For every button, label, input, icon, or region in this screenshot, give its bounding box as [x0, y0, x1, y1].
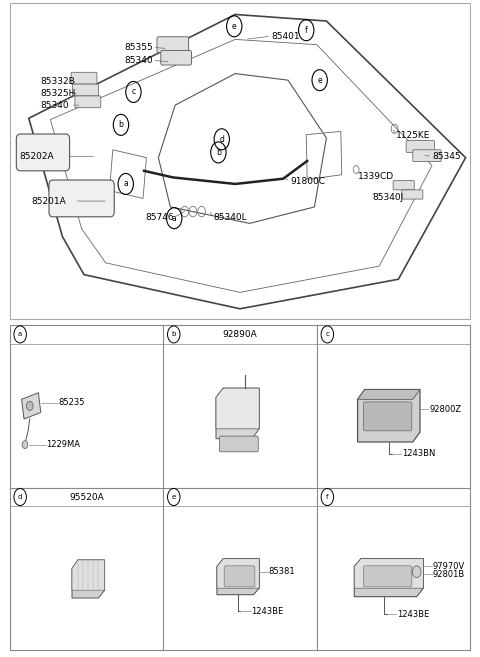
Text: 85355: 85355	[124, 43, 153, 52]
Circle shape	[22, 441, 28, 449]
FancyBboxPatch shape	[49, 180, 114, 217]
Polygon shape	[354, 558, 423, 588]
Text: 95520A: 95520A	[69, 493, 104, 501]
FancyBboxPatch shape	[75, 96, 101, 108]
Polygon shape	[358, 390, 420, 442]
Text: 85325H: 85325H	[41, 89, 76, 98]
Polygon shape	[358, 390, 420, 399]
FancyBboxPatch shape	[16, 134, 70, 171]
Text: 85401: 85401	[271, 32, 300, 41]
Text: a: a	[172, 214, 177, 223]
Text: b: b	[171, 331, 176, 338]
Text: 1229MA: 1229MA	[47, 440, 81, 449]
Text: 85235: 85235	[59, 398, 85, 407]
FancyBboxPatch shape	[402, 190, 423, 199]
Text: 85746: 85746	[145, 213, 174, 222]
Polygon shape	[72, 560, 105, 590]
FancyBboxPatch shape	[393, 181, 414, 190]
FancyBboxPatch shape	[10, 325, 470, 650]
Text: 85345: 85345	[432, 152, 461, 161]
FancyBboxPatch shape	[72, 84, 98, 96]
Circle shape	[26, 401, 33, 411]
Polygon shape	[22, 393, 41, 419]
Circle shape	[412, 566, 421, 578]
Text: 97970V: 97970V	[433, 562, 465, 571]
Text: a: a	[18, 331, 22, 338]
Text: c: c	[132, 87, 135, 97]
Text: e: e	[317, 76, 322, 85]
Polygon shape	[216, 388, 259, 429]
Text: 85201A: 85201A	[31, 196, 66, 206]
Text: 85340: 85340	[41, 101, 70, 110]
Text: 1125KE: 1125KE	[396, 131, 431, 140]
Text: 85340L: 85340L	[214, 213, 247, 222]
Text: c: c	[325, 331, 329, 338]
FancyBboxPatch shape	[157, 37, 189, 53]
Text: 85340: 85340	[124, 56, 153, 65]
Polygon shape	[354, 558, 423, 597]
Text: e: e	[172, 494, 176, 500]
Text: 92890A: 92890A	[223, 330, 257, 339]
FancyBboxPatch shape	[413, 150, 441, 162]
Text: 1243BE: 1243BE	[397, 610, 429, 619]
Polygon shape	[217, 558, 259, 588]
Polygon shape	[72, 560, 105, 598]
Text: 85340J: 85340J	[372, 193, 403, 202]
FancyBboxPatch shape	[363, 402, 412, 431]
Text: 1339CD: 1339CD	[358, 171, 394, 181]
FancyBboxPatch shape	[161, 51, 192, 65]
Text: 91800C: 91800C	[290, 177, 325, 186]
FancyBboxPatch shape	[224, 566, 255, 587]
Polygon shape	[216, 388, 259, 439]
Text: 1243BE: 1243BE	[252, 606, 284, 616]
Text: d: d	[18, 494, 23, 500]
FancyBboxPatch shape	[219, 436, 258, 452]
Text: d: d	[219, 135, 224, 144]
Text: 85381: 85381	[269, 567, 295, 576]
Text: a: a	[123, 179, 128, 189]
Text: f: f	[305, 26, 308, 35]
Text: 85202A: 85202A	[19, 152, 54, 161]
FancyBboxPatch shape	[406, 141, 434, 152]
FancyBboxPatch shape	[71, 72, 97, 84]
Text: 92800Z: 92800Z	[429, 405, 461, 414]
Polygon shape	[217, 558, 259, 595]
FancyBboxPatch shape	[363, 566, 412, 587]
Text: b: b	[119, 120, 123, 129]
Text: b: b	[216, 148, 221, 157]
Text: f: f	[326, 494, 329, 500]
Text: 1243BN: 1243BN	[402, 449, 435, 459]
Text: e: e	[232, 22, 237, 31]
FancyBboxPatch shape	[10, 3, 470, 319]
Text: 85332B: 85332B	[41, 77, 75, 86]
Text: 92801B: 92801B	[433, 570, 465, 579]
